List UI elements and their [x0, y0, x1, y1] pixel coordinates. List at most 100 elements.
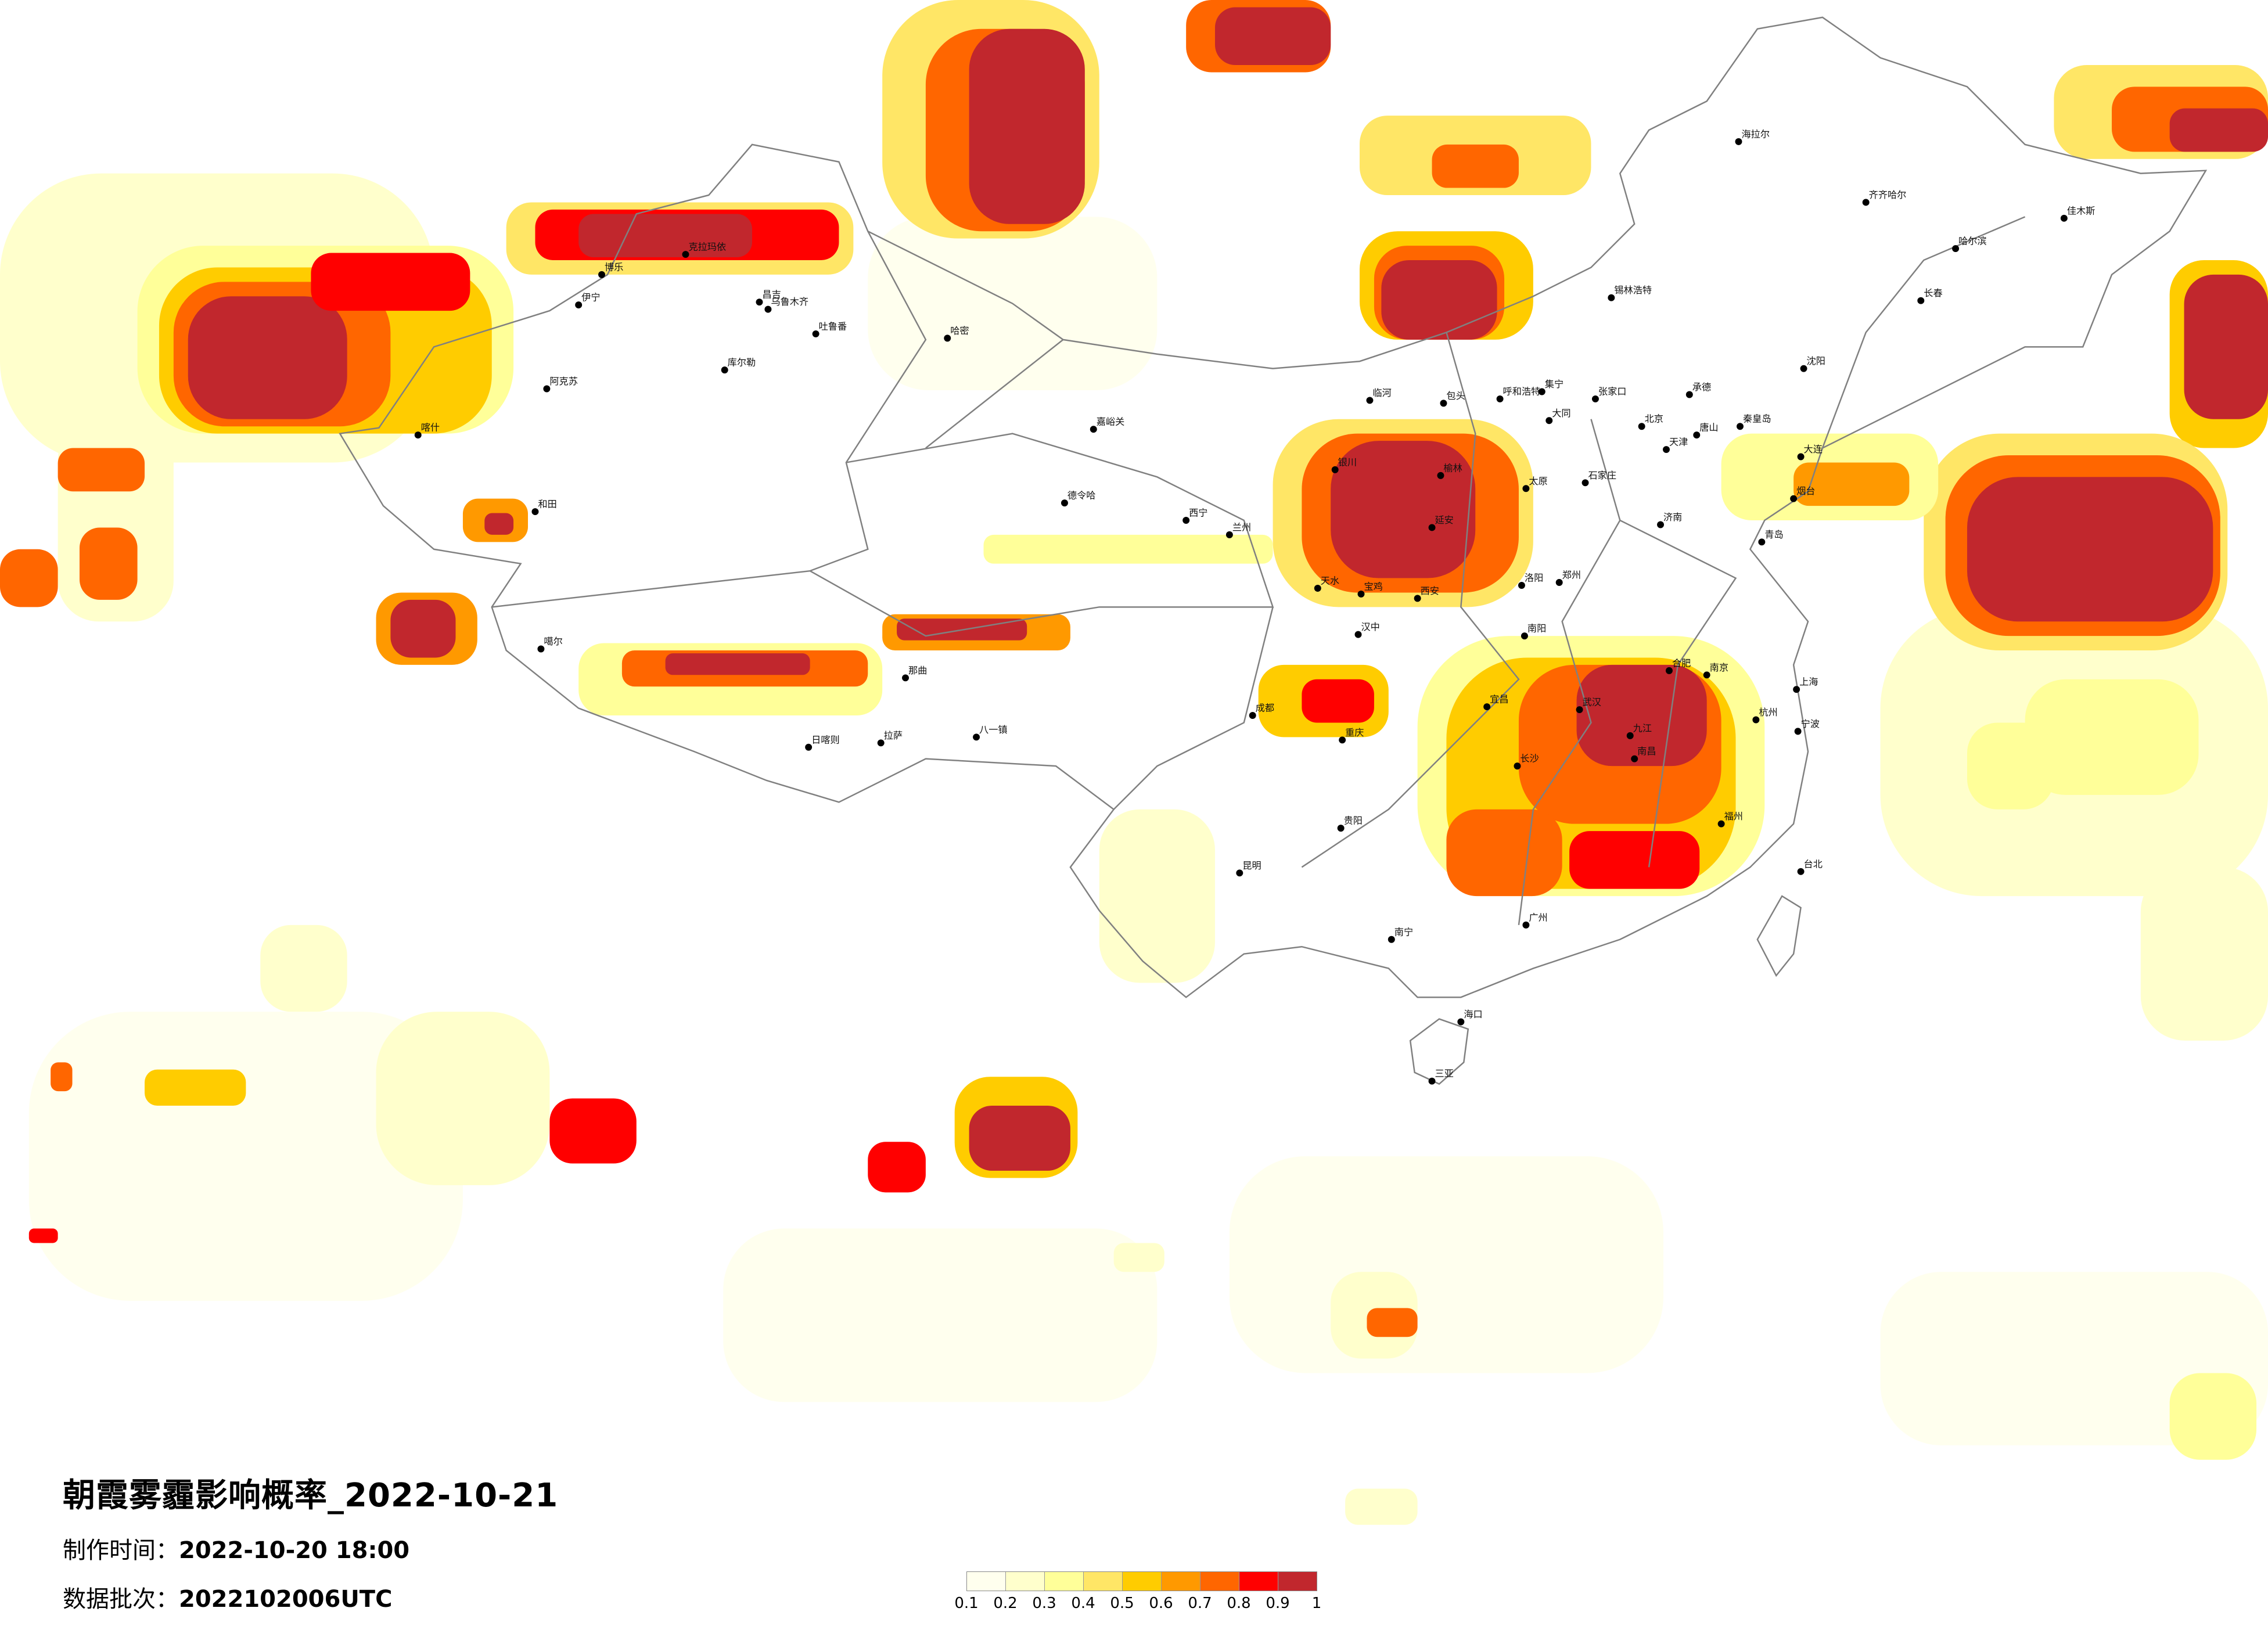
city-label: 拉萨: [884, 730, 903, 741]
city-dot: [1685, 391, 1693, 398]
city-dot: [1703, 671, 1710, 679]
city-dot: [537, 645, 545, 653]
probability-patch: [1381, 260, 1497, 340]
probability-patch: [57, 448, 145, 492]
city-dot: [1576, 706, 1583, 714]
probability-patch: [1229, 1156, 1663, 1373]
city-label: 延安: [1435, 515, 1454, 526]
city-label: 西安: [1421, 585, 1439, 596]
city-marker: 西安: [1414, 585, 1439, 602]
city-dot: [1582, 479, 1589, 487]
city-dot: [1657, 521, 1664, 528]
city-dot: [1314, 585, 1321, 592]
city-dot: [1555, 579, 1563, 586]
city-label: 大同: [1552, 408, 1570, 419]
city-label: 齐齐哈尔: [1869, 189, 1907, 200]
probability-patch: [2169, 1373, 2257, 1460]
city-label: 广州: [1529, 912, 1547, 923]
city-dot: [598, 271, 605, 278]
city-dot: [682, 251, 689, 258]
city-label: 西宁: [1189, 508, 1207, 519]
city-marker: 秦皇岛: [1737, 413, 1771, 430]
city-dot: [902, 674, 909, 682]
city-marker: 德令哈: [1061, 490, 1095, 507]
legend-swatch: [1084, 1572, 1123, 1591]
city-dot: [1337, 825, 1345, 832]
city-marker: 昌吉: [756, 289, 781, 306]
city-label: 台北: [1804, 858, 1823, 869]
city-marker: 南阳: [1521, 623, 1546, 640]
city-dot: [1790, 495, 1798, 502]
city-label: 南京: [1710, 662, 1728, 673]
city-marker: 九江: [1626, 722, 1652, 739]
city-label: 长沙: [1520, 753, 1539, 764]
city-marker: 日喀则: [805, 734, 840, 751]
city-marker: 南京: [1703, 662, 1728, 679]
china-boundary: [339, 16, 2208, 1085]
city-dot: [531, 508, 539, 516]
city-dot: [973, 733, 980, 741]
city-marker: 张家口: [1591, 386, 1626, 402]
city-dot: [1752, 716, 1760, 724]
legend-tick-label: 0.7: [1188, 1595, 1212, 1612]
city-marker: 呼和浩特: [1496, 386, 1540, 402]
city-label: 佳木斯: [2067, 205, 2096, 216]
city-marker: 吐鲁番: [812, 321, 847, 337]
city-marker: 宁波: [1794, 718, 1820, 735]
legend-swatch: [1006, 1572, 1045, 1591]
city-marker: 临河: [1366, 387, 1392, 404]
city-dot: [764, 305, 772, 313]
city-label: 集宁: [1545, 379, 1563, 390]
probability-patch: [51, 1062, 73, 1092]
city-marker: 石家庄: [1582, 470, 1616, 487]
city-dot: [1952, 245, 1960, 253]
city-marker: 南昌: [1631, 746, 1656, 762]
city-dot: [1354, 631, 1362, 638]
legend-swatch: [1278, 1572, 1317, 1591]
probability-patch: [578, 214, 753, 258]
probability-patch: [2025, 679, 2199, 795]
data-batch-value: 2022102006UTC: [179, 1586, 393, 1613]
city-marker: 合肥: [1665, 657, 1691, 674]
data-batch: 数据批次：2022102006UTC: [63, 1580, 558, 1614]
probability-patch: [723, 1228, 1158, 1402]
city-marker: 长春: [1917, 287, 1943, 304]
province-boundary: [1821, 216, 2026, 448]
city-label: 包头: [1446, 390, 1465, 401]
city-dot: [1717, 820, 1725, 828]
city-dot: [1522, 485, 1530, 492]
legend-tick-label: 0.5: [1110, 1595, 1134, 1612]
city-dot: [1735, 138, 1742, 145]
legend-colorbar: [966, 1571, 1317, 1591]
city-label: 宝鸡: [1364, 581, 1382, 592]
city-marker: 喀什: [414, 422, 440, 439]
city-label: 九江: [1633, 722, 1652, 733]
city-marker: 洛阳: [1518, 573, 1543, 589]
city-dot: [1638, 423, 1645, 430]
legend-swatch: [1045, 1572, 1084, 1591]
color-legend: 0.1 0.2 0.3 0.4 0.5 0.6 0.7 0.8 0.9 1: [954, 1571, 1321, 1614]
city-marker: 博乐: [598, 261, 623, 278]
city-label: 海口: [1464, 1009, 1482, 1020]
city-dot: [1331, 466, 1339, 473]
city-marker: 宝鸡: [1357, 581, 1383, 598]
city-label: 兰州: [1232, 521, 1251, 533]
probability-patch: [1302, 679, 1374, 723]
probability-patch: [260, 924, 347, 1012]
city-marker: 西宁: [1182, 508, 1208, 524]
city-marker: 唐山: [1693, 422, 1719, 439]
probability-patch: [484, 513, 514, 535]
city-label: 嘉峪关: [1097, 416, 1125, 427]
city-marker: 那曲: [902, 665, 927, 682]
city-marker: 杭州: [1752, 707, 1778, 724]
city-dot: [1737, 423, 1744, 430]
production-time-value: 2022-10-20 18:00: [179, 1537, 410, 1564]
city-label: 杭州: [1759, 707, 1777, 718]
city-marker: 延安: [1428, 515, 1454, 531]
title-block: 朝霞雾霾影响概率_2022-10-21 制作时间：2022-10-20 18:0…: [63, 1469, 558, 1614]
city-dot: [1249, 712, 1256, 719]
city-marker: 拉萨: [877, 730, 903, 747]
city-marker: 汉中: [1354, 621, 1380, 638]
production-time: 制作时间：2022-10-20 18:00: [63, 1531, 558, 1565]
city-marker: 上海: [1793, 677, 1818, 693]
